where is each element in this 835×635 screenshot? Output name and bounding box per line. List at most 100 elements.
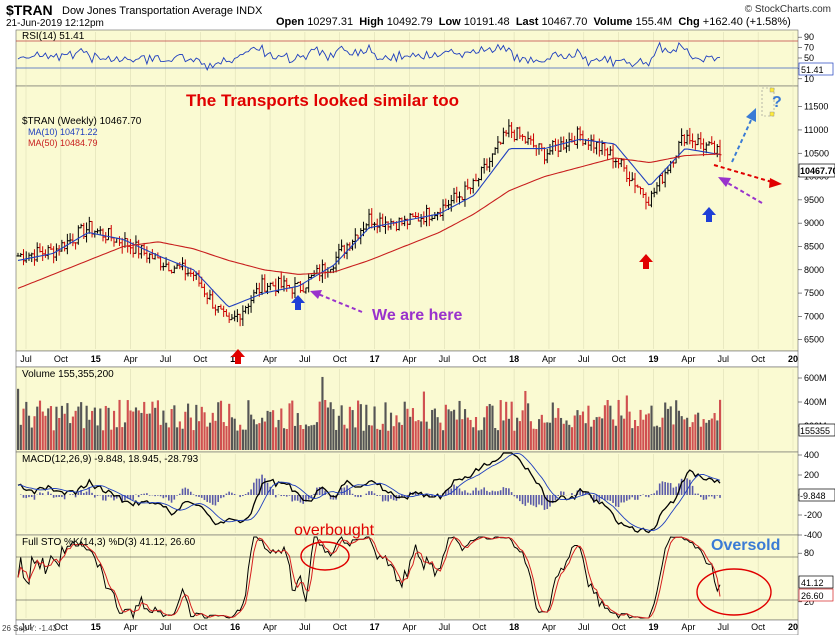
volume-bar bbox=[568, 424, 571, 450]
tick-label: 11500 bbox=[804, 102, 828, 112]
volume-bar bbox=[422, 391, 425, 450]
high-label: High bbox=[359, 16, 384, 28]
volume-bar bbox=[521, 410, 524, 450]
volume-bar bbox=[612, 419, 615, 450]
volume-bar bbox=[285, 428, 288, 450]
volume-bar bbox=[675, 400, 678, 450]
volume-bar bbox=[592, 419, 596, 450]
volume-bar bbox=[321, 376, 324, 450]
macd-histogram-bar bbox=[606, 495, 609, 501]
chart-header: $TRAN Dow Jones Transportation Average I… bbox=[0, 0, 835, 30]
volume-bar bbox=[513, 430, 516, 450]
macd-histogram-bar bbox=[719, 495, 721, 498]
x-tick-label: Apr bbox=[681, 354, 695, 364]
macd-histogram-bar bbox=[313, 493, 315, 495]
volume-bar bbox=[88, 419, 91, 450]
volume-bar bbox=[274, 427, 277, 450]
macd-value-tag-box bbox=[798, 488, 835, 502]
volume-bar bbox=[395, 415, 398, 450]
macd-histogram-bar bbox=[296, 495, 299, 501]
macd-histogram-bar bbox=[310, 495, 313, 499]
volume-bar bbox=[617, 399, 620, 450]
annotation-oversold: Oversold bbox=[711, 537, 780, 554]
volume-bar bbox=[189, 417, 192, 450]
volume-bar bbox=[118, 399, 121, 450]
macd-histogram-bar bbox=[634, 495, 636, 500]
volume-bar bbox=[485, 406, 489, 450]
macd-histogram-bar bbox=[532, 495, 535, 506]
volume-bar bbox=[250, 414, 253, 450]
tick-label: 400M bbox=[804, 397, 827, 407]
macd-histogram-bar bbox=[710, 495, 713, 497]
macd-histogram-bar bbox=[420, 492, 422, 495]
volume-bar bbox=[214, 420, 217, 450]
macd-histogram-bar bbox=[595, 495, 598, 501]
volume-bar bbox=[474, 417, 478, 450]
x-tick-label: 19 bbox=[649, 622, 659, 632]
volume-bar bbox=[17, 388, 20, 450]
macd-histogram-bar bbox=[370, 491, 373, 495]
volume-bar bbox=[406, 408, 409, 450]
volume-bar bbox=[518, 421, 521, 450]
macd-histogram-bar bbox=[549, 495, 551, 507]
tick-label: -400 bbox=[804, 530, 822, 540]
macd-histogram-bar bbox=[625, 495, 628, 501]
volume-bar bbox=[694, 414, 697, 450]
volume-bar bbox=[620, 415, 623, 450]
volume-bar bbox=[444, 404, 447, 450]
open-label: Open bbox=[276, 16, 305, 28]
macd-histogram-bar bbox=[338, 493, 340, 495]
red-projection-arrow bbox=[713, 164, 773, 183]
volume-bar bbox=[148, 413, 151, 450]
macd-histogram-bar bbox=[461, 491, 464, 495]
macd-histogram-bar bbox=[447, 489, 450, 495]
macd-histogram-bar bbox=[387, 495, 389, 502]
macd-histogram-bar bbox=[228, 491, 230, 495]
volume-bar bbox=[318, 401, 321, 450]
macd-histogram-bar bbox=[124, 495, 126, 501]
macd-histogram-bar bbox=[250, 489, 252, 495]
macd-histogram-bar bbox=[96, 495, 99, 496]
volume-bar bbox=[642, 419, 645, 450]
annotation-overbought: overbought bbox=[294, 522, 375, 539]
macd-histogram-bar bbox=[85, 491, 88, 495]
annotation-title: The Transports looked similar too bbox=[186, 91, 459, 110]
volume-bar bbox=[598, 416, 601, 450]
macd-histogram-bar bbox=[91, 492, 93, 495]
macd-histogram-bar bbox=[203, 495, 206, 501]
volume-bar bbox=[546, 422, 549, 450]
x-tick-label: 15 bbox=[91, 622, 101, 632]
volume-bar bbox=[156, 400, 159, 450]
x-tick-label: Oct bbox=[472, 354, 487, 364]
macd-histogram-bar bbox=[157, 495, 159, 496]
volume-bar bbox=[236, 430, 239, 450]
volume-bar bbox=[469, 419, 472, 450]
x-tick-label: Jul bbox=[160, 622, 172, 632]
macd-histogram-bar bbox=[661, 481, 664, 495]
macd-histogram-bar bbox=[491, 490, 494, 495]
macd-histogram-bar bbox=[88, 487, 91, 495]
volume-bar bbox=[107, 407, 110, 450]
macd-histogram-bar bbox=[623, 495, 625, 503]
macd-histogram-bar bbox=[365, 493, 368, 495]
macd-histogram-bar bbox=[524, 495, 527, 506]
macd-histogram-bar bbox=[631, 495, 634, 498]
macd-histogram-bar bbox=[22, 495, 25, 498]
volume-bar bbox=[719, 399, 722, 450]
volume-bar bbox=[389, 412, 393, 450]
volume-bar bbox=[96, 425, 99, 450]
macd-histogram-bar bbox=[664, 482, 666, 495]
macd-histogram-bar bbox=[609, 495, 612, 501]
macd-histogram-bar bbox=[74, 495, 77, 498]
volume-bar bbox=[669, 406, 672, 450]
chg-label: Chg bbox=[678, 16, 700, 28]
volume-bar bbox=[631, 428, 634, 450]
sto-d-line bbox=[17, 536, 721, 619]
volume-bar bbox=[499, 400, 502, 450]
rsi-value-tag: 51.41 bbox=[801, 65, 824, 75]
volume-bar bbox=[266, 410, 269, 450]
volume-bar bbox=[206, 426, 209, 450]
volume-bar bbox=[603, 405, 606, 450]
volume-bar bbox=[239, 424, 242, 450]
x-tick-label: Jul bbox=[718, 354, 730, 364]
